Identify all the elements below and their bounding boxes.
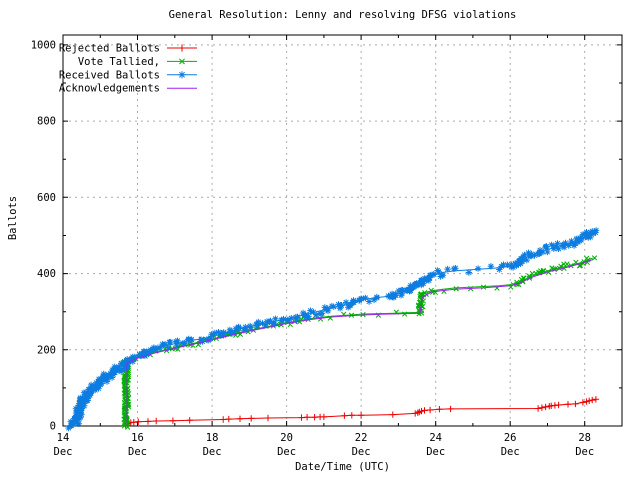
legend-sample-marker-received-ballots	[178, 71, 186, 79]
x-tick-label-day: 24	[429, 432, 442, 444]
x-tick-label-day: 16	[131, 432, 144, 444]
y-tick-label: 800	[37, 116, 56, 128]
x-tick-label-month: Dec	[352, 446, 371, 458]
x-axis-label: Date/Time (UTC)	[295, 461, 390, 473]
series-line-acknowledgements	[126, 259, 594, 426]
legend-label-vote-tallied: Vote Tallied,	[78, 56, 160, 68]
series-markers-vote-tallied	[121, 255, 598, 430]
x-tick-label-day: 26	[504, 432, 517, 444]
legend-label-rejected-ballots: Rejected Ballots	[59, 43, 160, 55]
gridlines	[62, 44, 622, 426]
y-tick-label: 200	[37, 344, 56, 356]
chart-title: General Resolution: Lenny and resolving …	[168, 9, 517, 21]
legend-sample-marker-rejected-ballots	[178, 44, 186, 52]
series-markers-received-ballots	[65, 227, 600, 432]
legend-sample-marker-vote-tallied	[179, 58, 185, 65]
x-tick-label-day: 22	[355, 432, 368, 444]
y-tick-label: 600	[37, 192, 56, 204]
x-tick-label-month: Dec	[54, 446, 73, 458]
x-tick-label-day: 14	[57, 432, 70, 444]
x-tick-label-day: 28	[578, 432, 591, 444]
legend-label-acknowledgements: Acknowledgements	[59, 83, 160, 95]
x-tick-label-month: Dec	[203, 446, 222, 458]
x-tick-label-day: 18	[206, 432, 219, 444]
x-tick-label-month: Dec	[277, 446, 296, 458]
x-tick-label-month: Dec	[575, 446, 594, 458]
x-tick-label-month: Dec	[426, 446, 445, 458]
series-line-vote-tallied	[125, 257, 594, 426]
x-tick-label-month: Dec	[128, 446, 147, 458]
y-tick-label: 1000	[31, 39, 56, 51]
legend-label-received-ballots: Received Ballots	[59, 69, 160, 81]
y-tick-label: 400	[37, 268, 56, 280]
axes-border-and-ticks	[62, 34, 623, 427]
y-tick-label: 0	[50, 421, 56, 433]
x-tick-label-month: Dec	[501, 446, 520, 458]
x-tick-label-day: 20	[280, 432, 293, 444]
